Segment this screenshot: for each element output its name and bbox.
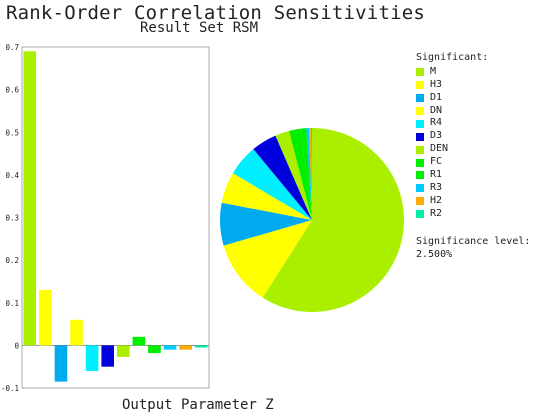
pie-slice-fc bbox=[289, 128, 312, 220]
bar-den bbox=[117, 345, 130, 357]
pie-slice-d1 bbox=[219, 202, 312, 246]
legend-swatch bbox=[416, 94, 424, 103]
y-tick-label: 0.1 bbox=[5, 299, 19, 308]
legend: Significant: M H3 D1 DN R4 D3 DEN FC R1 R3 H2 R2 Si… bbox=[416, 52, 530, 261]
bar-h2 bbox=[179, 345, 192, 350]
legend-item-r1: R1 bbox=[416, 169, 530, 182]
bar-m bbox=[23, 51, 37, 346]
legend-label: DEN bbox=[430, 143, 449, 155]
significance-label: Significance level: bbox=[416, 235, 531, 247]
legend-item-r4: R4 bbox=[416, 117, 530, 130]
pie-slice-m bbox=[262, 128, 404, 312]
legend-label: R3 bbox=[430, 181, 443, 193]
pie-slice-h2 bbox=[309, 128, 312, 220]
bar-dn bbox=[70, 319, 83, 346]
legend-label: D1 bbox=[430, 91, 443, 103]
y-tick-label: 0.4 bbox=[5, 171, 19, 180]
pie-slice-den bbox=[275, 130, 312, 220]
legend-swatch bbox=[416, 107, 424, 116]
bar-h3 bbox=[39, 289, 52, 346]
y-tick-label: 0 bbox=[14, 341, 19, 350]
legend-label: D3 bbox=[430, 130, 443, 142]
plot-frame bbox=[21, 46, 210, 389]
legend-swatch bbox=[416, 171, 424, 180]
legend-item-d1: D1 bbox=[416, 92, 530, 105]
chart-title: Rank-Order Correlation Sensitivities bbox=[6, 2, 426, 24]
legend-swatch bbox=[416, 145, 424, 154]
legend-item-den: DEN bbox=[416, 143, 530, 156]
chart-subtitle: Result Set RSM bbox=[140, 20, 259, 36]
legend-swatch bbox=[416, 210, 424, 219]
pie-slice-r1 bbox=[300, 128, 312, 220]
legend-swatch bbox=[416, 184, 424, 193]
legend-label: H2 bbox=[430, 194, 443, 206]
bar-r2 bbox=[194, 345, 208, 348]
legend-item-m: M bbox=[416, 66, 530, 79]
y-tick-label: 0.7 bbox=[5, 43, 19, 52]
legend-item-r2: R2 bbox=[416, 208, 530, 221]
legend-label: M bbox=[430, 65, 437, 77]
pie-slice-dn bbox=[221, 173, 312, 220]
y-tick-label: 0.3 bbox=[5, 214, 19, 223]
pie-slice-d3 bbox=[253, 135, 312, 220]
legend-item-dn: DN bbox=[416, 105, 530, 118]
legend-swatch bbox=[416, 197, 424, 206]
pie-slice-r4 bbox=[232, 149, 312, 220]
legend-swatch bbox=[416, 119, 424, 128]
bar-fc bbox=[132, 336, 146, 346]
legend-label: R1 bbox=[430, 169, 443, 181]
pie-slice-h3 bbox=[223, 220, 312, 298]
bar-r4 bbox=[85, 345, 99, 371]
bar-d1 bbox=[54, 345, 68, 382]
legend-items: M H3 D1 DN R4 D3 DEN FC R1 R3 H2 R2 bbox=[416, 66, 530, 221]
bar-d3 bbox=[101, 345, 114, 367]
legend-label: DN bbox=[430, 104, 443, 116]
legend-item-h3: H3 bbox=[416, 79, 530, 92]
legend-title: Significant: bbox=[416, 52, 489, 63]
legend-label: H3 bbox=[430, 78, 443, 90]
pie-slice-r2 bbox=[310, 128, 312, 220]
legend-item-r3: R3 bbox=[416, 182, 530, 195]
legend-item-h2: H2 bbox=[416, 195, 530, 208]
y-tick-label: 0.5 bbox=[5, 128, 19, 137]
legend-label: R2 bbox=[430, 207, 443, 219]
legend-item-fc: FC bbox=[416, 156, 530, 169]
y-tick-label: -0.1 bbox=[1, 384, 19, 393]
legend-swatch bbox=[416, 68, 424, 77]
legend-item-d3: D3 bbox=[416, 130, 530, 143]
bar-r3 bbox=[163, 345, 177, 350]
pie-slice-r3 bbox=[306, 128, 312, 220]
x-axis-label: Output Parameter Z bbox=[122, 397, 274, 413]
y-tick-label: 0.2 bbox=[5, 256, 19, 265]
legend-swatch bbox=[416, 158, 424, 167]
y-tick-label: 0.6 bbox=[5, 86, 19, 95]
legend-label: FC bbox=[430, 156, 443, 168]
legend-swatch bbox=[416, 81, 424, 90]
significance-value: 2.500% bbox=[416, 248, 453, 260]
bar-r1 bbox=[148, 345, 161, 354]
legend-swatch bbox=[416, 132, 424, 141]
legend-label: R4 bbox=[430, 117, 443, 129]
